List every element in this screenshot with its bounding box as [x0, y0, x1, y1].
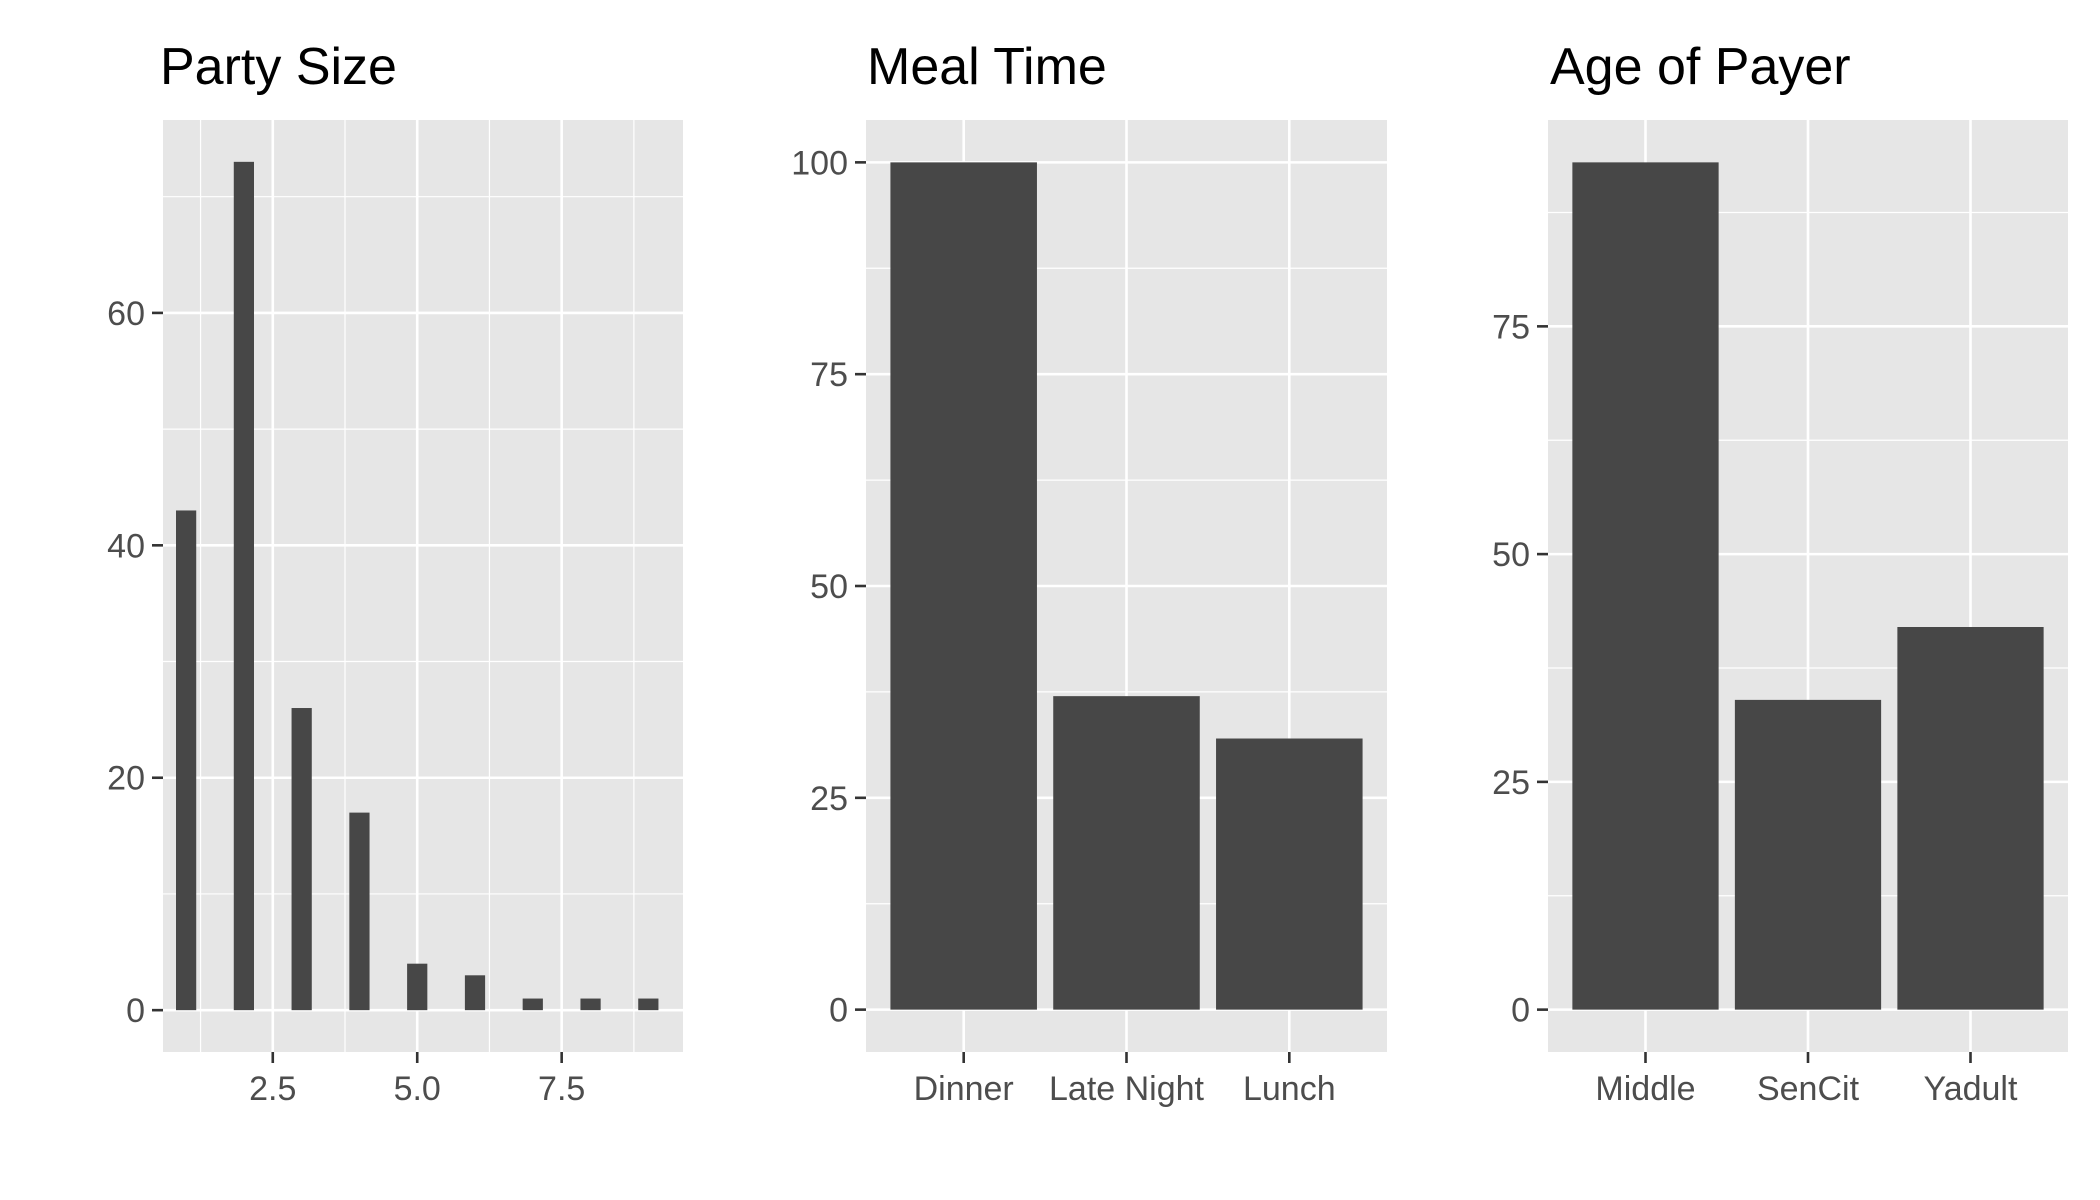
- panel-meal-time: Meal Time 0 25 50 75 100 Dinner Late Night Lunc…: [791, 38, 1387, 1108]
- x-tick-label: Dinner: [914, 1070, 1014, 1108]
- bar-yadult: [1897, 626, 2044, 1010]
- y-tick-label: 75: [810, 356, 848, 394]
- chart-title-meal-time: Meal Time: [867, 38, 1107, 96]
- x-tick-label: 7.5: [538, 1070, 585, 1108]
- y-tick-label: 0: [1511, 992, 1530, 1030]
- bar-size-5: [407, 963, 428, 1011]
- bar-size-3: [291, 708, 312, 1011]
- bar-size-8: [580, 998, 601, 1011]
- y-tick-label: 60: [107, 295, 145, 333]
- chart-title-party-size: Party Size: [160, 38, 397, 96]
- x-tick-label: 2.5: [249, 1070, 296, 1108]
- bar-size-9: [638, 998, 659, 1011]
- y-tick-label: 0: [829, 992, 848, 1030]
- x-tick-label: SenCit: [1757, 1070, 1860, 1108]
- x-tick-label: 5.0: [394, 1070, 441, 1108]
- y-tick-label: 75: [1492, 308, 1530, 346]
- x-tick-label: Middle: [1595, 1070, 1695, 1108]
- x-tick-label: Late Night: [1049, 1070, 1205, 1108]
- bar-middle: [1572, 162, 1719, 1010]
- y-tick-label: 0: [126, 992, 145, 1030]
- bar-size-6: [464, 975, 486, 1011]
- y-tick-label: 50: [810, 568, 848, 606]
- bar-size-4: [349, 812, 370, 1011]
- panel-age-of-payer: Age of Payer 0 25 50 75 Middle SenCit Yadult: [1492, 38, 2068, 1108]
- bar-late-night: [1053, 696, 1200, 1010]
- bar-dinner: [890, 162, 1037, 1010]
- bar-lunch: [1216, 738, 1363, 1010]
- x-tick-label: Lunch: [1243, 1070, 1336, 1108]
- panel-party-size: Party Size 0 20 40 60 2.5 5.0 7.5: [107, 38, 683, 1108]
- bar-sencit: [1734, 699, 1882, 1010]
- chart-title-age-of-payer: Age of Payer: [1550, 38, 1851, 96]
- y-tick-label: 40: [107, 527, 145, 565]
- y-tick-label: 20: [107, 760, 145, 798]
- y-tick-label: 25: [1492, 764, 1530, 802]
- y-tick-label: 100: [791, 144, 848, 182]
- y-tick-label: 50: [1492, 536, 1530, 574]
- x-tick-label: Yadult: [1924, 1070, 2018, 1108]
- bar-size-1: [176, 510, 197, 1011]
- y-tick-label: 25: [810, 780, 848, 818]
- bar-size-2: [233, 161, 254, 1011]
- bar-size-7: [522, 998, 543, 1011]
